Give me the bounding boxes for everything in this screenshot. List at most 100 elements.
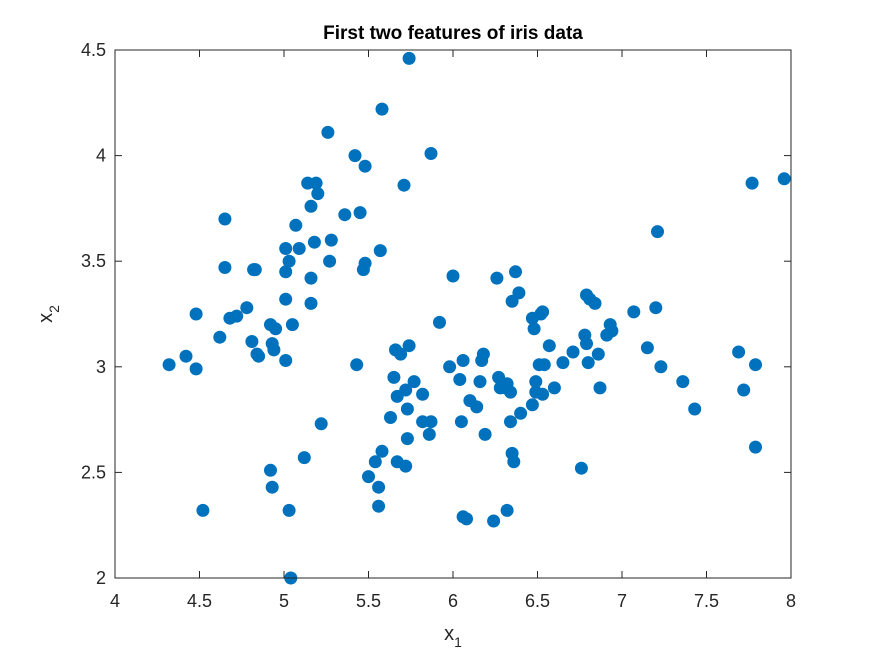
data-point [416,387,430,401]
data-point [179,349,193,363]
x-tick-label: 8 [786,591,796,611]
data-point [605,324,619,338]
data-point [269,322,283,336]
data-point [279,265,293,279]
data-point [745,176,759,190]
data-point [324,233,338,247]
x-tick-label: 6.5 [525,591,550,611]
data-point [289,218,303,232]
data-point [373,244,387,258]
data-point [504,385,517,399]
data-point [400,432,414,446]
data-point [433,315,446,329]
data-point [399,459,413,473]
chart-title: First two features of iris data [323,23,583,44]
data-point [323,254,337,268]
data-point [304,271,318,285]
data-point [593,381,607,395]
data-point [527,322,541,336]
data-point [402,339,416,353]
data-point [640,341,654,355]
data-point [407,375,421,389]
data-point [279,354,293,367]
x-tick-label: 4 [110,591,120,611]
x-tick-label: 6 [448,591,458,611]
data-point [282,503,296,517]
data-point [509,265,522,279]
data-point [358,256,372,270]
data-point [384,411,397,424]
data-point [580,337,593,351]
data-point [476,347,490,361]
data-point [473,375,487,389]
data-point [512,286,526,300]
data-point [279,242,293,255]
data-point [749,358,762,372]
data-point [264,463,277,477]
data-point [500,503,514,517]
data-point [424,415,438,429]
data-point [627,305,641,319]
data-point [368,455,382,469]
x-tick-label: 7.5 [694,591,719,611]
data-point [338,208,352,222]
data-point [777,172,791,186]
data-point [321,125,335,139]
y-tick-label: 4.5 [81,40,106,60]
data-point [504,415,517,429]
data-point [537,358,551,372]
y-tick-label: 3.5 [81,251,106,271]
data-point [424,147,438,160]
data-point [162,358,176,372]
data-point [649,301,663,315]
data-point [529,375,543,389]
data-point [446,269,460,283]
data-point [245,335,259,348]
x-tick-label: 7 [617,591,627,611]
y-axis-label: x2 [35,305,62,323]
data-point [307,235,321,249]
data-point [282,254,296,268]
data-point [556,356,570,370]
data-point [422,427,436,441]
data-point [248,263,262,277]
data-point [309,176,323,190]
data-point [311,187,325,201]
data-point [292,242,306,255]
data-point [453,373,467,386]
data-point [490,271,504,285]
data-point [348,149,362,163]
data-point [732,345,746,359]
y-axis-label-subscript: 2 [46,305,62,313]
y-axis-label-base: x [35,313,57,323]
data-point [265,480,279,494]
data-point [566,345,580,359]
data-point [240,301,254,315]
data-point [350,358,364,372]
data-point [362,470,375,484]
y-axis-ticks: 2 2.5 3 3.5 4 4.5 [81,40,791,588]
data-point [372,480,386,494]
data-point [591,347,605,361]
y-tick-label: 3 [96,357,106,377]
data-point [314,417,328,431]
data-point [279,292,293,306]
data-point [525,398,539,412]
data-point [460,512,473,526]
data-point [737,383,751,397]
data-point [285,318,299,332]
data-point [443,360,457,374]
data-point [470,400,484,414]
data-point [394,347,408,361]
data-point [588,296,602,310]
data-point [397,178,411,192]
data-point [353,206,367,220]
data-point [304,199,318,213]
x-tick-label: 5.5 [356,591,381,611]
data-point [581,356,595,370]
data-point [676,375,690,389]
data-point [507,455,521,469]
data-point [547,381,561,395]
x-axis-label-base: x [444,623,454,645]
